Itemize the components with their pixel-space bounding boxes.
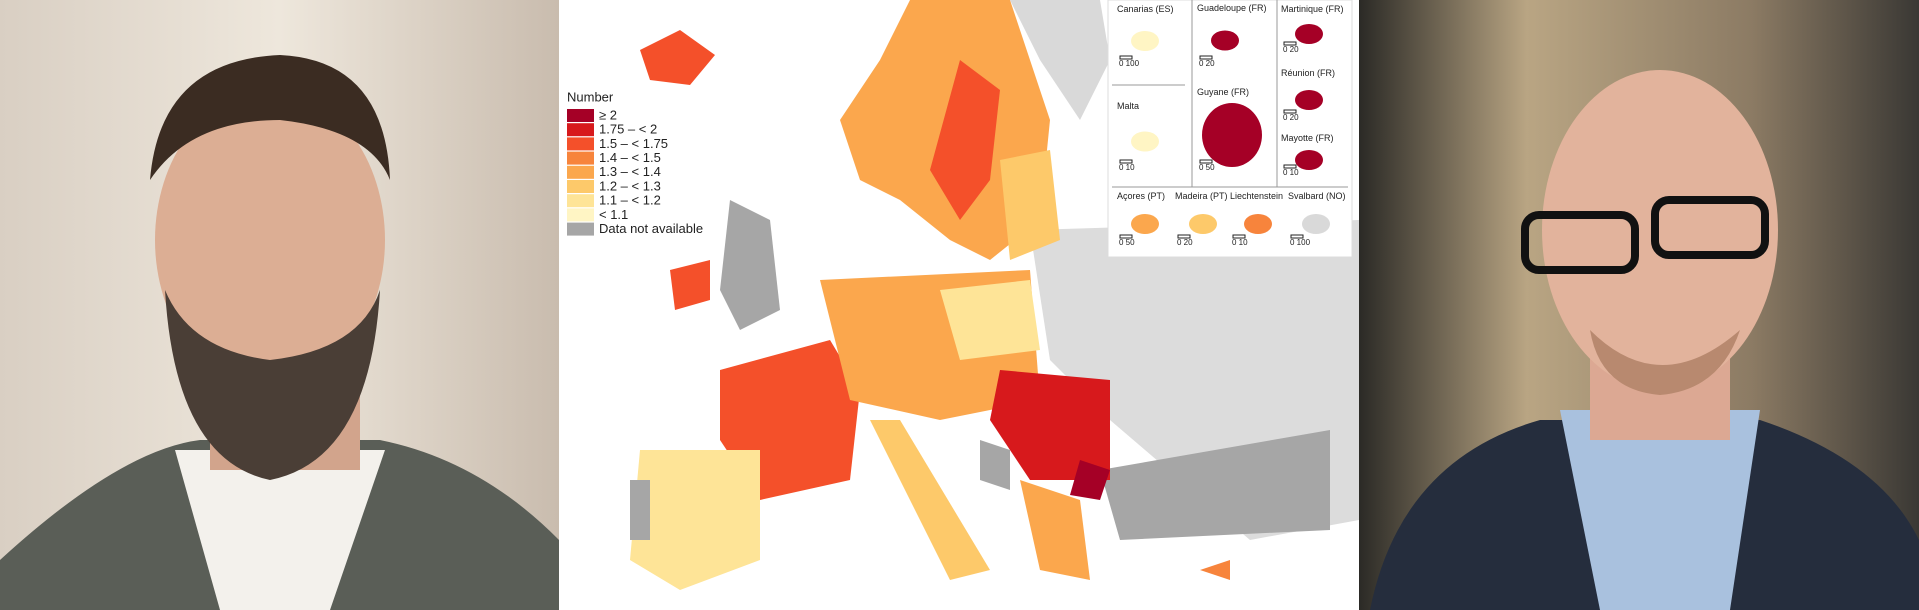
scale-bar bbox=[1199, 159, 1213, 164]
inset-label: Svalbard (NO) bbox=[1288, 191, 1346, 201]
map bbox=[559, 0, 1359, 610]
legend-swatch bbox=[567, 137, 594, 151]
scale-bar bbox=[1283, 164, 1297, 169]
inset-region bbox=[1131, 31, 1159, 51]
inset-label: Mayotte (FR) bbox=[1281, 133, 1334, 143]
inset-scale: 0 20 bbox=[1199, 59, 1215, 68]
legend-swatch bbox=[567, 180, 594, 193]
legend-label: ≥ 2 bbox=[599, 107, 617, 122]
legend-label: 1.4 – < 1.5 bbox=[599, 150, 661, 165]
inset-region bbox=[1131, 214, 1159, 234]
scale-bar bbox=[1290, 234, 1304, 239]
inset-region bbox=[1295, 24, 1323, 44]
inset-label: Madeira (PT) bbox=[1175, 191, 1228, 201]
scale-bar bbox=[1177, 234, 1191, 239]
left-photo bbox=[0, 0, 559, 610]
inset-region bbox=[1189, 214, 1217, 234]
inset-label: Canarias (ES) bbox=[1117, 4, 1174, 14]
legend-label: < 1.1 bbox=[599, 207, 628, 222]
legend-swatch bbox=[567, 109, 594, 122]
inset-region bbox=[1211, 30, 1239, 51]
legend-label: Data not available bbox=[599, 221, 703, 236]
inset-scale: 0 100 bbox=[1290, 238, 1311, 247]
inset-scale: 0 10 bbox=[1119, 163, 1135, 172]
legend-label: 1.5 – < 1.75 bbox=[599, 136, 668, 151]
legend-swatch bbox=[567, 151, 594, 165]
legend-swatch bbox=[567, 208, 594, 222]
scale-bar bbox=[1199, 55, 1213, 60]
inset-region bbox=[1295, 150, 1323, 170]
insets: Canarias (ES) 0 100 Guadeloupe (FR) 0 20 Mar… bbox=[1112, 0, 1348, 247]
legend-label: 1.75 – < 2 bbox=[599, 122, 657, 137]
legend-swatch bbox=[567, 222, 594, 236]
inset-label: Malta bbox=[1117, 101, 1139, 111]
inset-label: Guadeloupe (FR) bbox=[1197, 3, 1267, 13]
right-photo bbox=[1359, 0, 1919, 610]
scale-bar bbox=[1283, 41, 1297, 46]
scale-bar bbox=[1119, 159, 1133, 164]
inset-label: Martinique (FR) bbox=[1281, 4, 1344, 14]
legend-label: 1.1 – < 1.2 bbox=[599, 193, 661, 208]
inset-scale: 0 20 bbox=[1283, 113, 1299, 122]
inset-scale: 0 20 bbox=[1283, 45, 1299, 54]
inset-region bbox=[1131, 131, 1159, 152]
inset-scale: 0 50 bbox=[1199, 163, 1215, 172]
inset-label: Açores (PT) bbox=[1117, 191, 1165, 201]
inset-label: Guyane (FR) bbox=[1197, 87, 1249, 97]
legend-swatch bbox=[567, 165, 594, 179]
inset-label: Liechtenstein bbox=[1230, 191, 1283, 201]
legend: ≥ 21.75 – < 21.5 – < 1.751.4 – < 1.51.3 … bbox=[567, 107, 703, 236]
inset-scale: 0 10 bbox=[1232, 238, 1248, 247]
legend-label: 1.2 – < 1.3 bbox=[599, 178, 661, 193]
inset-scale: 0 10 bbox=[1283, 168, 1299, 177]
inset-region bbox=[1244, 214, 1272, 234]
scale-bar bbox=[1232, 234, 1246, 239]
inset-region bbox=[1202, 103, 1262, 167]
legend-swatch bbox=[567, 123, 594, 137]
inset-scale: 0 100 bbox=[1119, 59, 1140, 68]
inset-scale: 0 50 bbox=[1119, 238, 1135, 247]
inset-region bbox=[1295, 90, 1323, 110]
scale-bar bbox=[1119, 55, 1133, 60]
inset-scale: 0 20 bbox=[1177, 238, 1193, 247]
legend-label: 1.3 – < 1.4 bbox=[599, 164, 661, 179]
inset-region bbox=[1302, 214, 1330, 234]
legend-title: Number bbox=[567, 89, 614, 104]
scale-bar bbox=[1283, 109, 1297, 114]
inset-label: Réunion (FR) bbox=[1281, 68, 1335, 78]
scale-bar bbox=[1119, 234, 1133, 239]
legend-swatch bbox=[567, 194, 594, 208]
